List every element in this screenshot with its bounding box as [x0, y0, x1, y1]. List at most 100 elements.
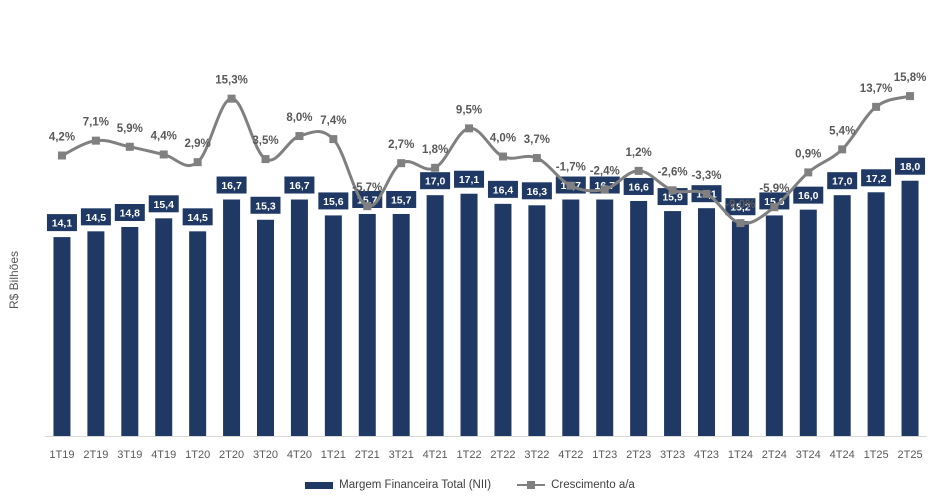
legend-label-growth: Crescimento a/a [551, 479, 635, 491]
growth-value-label: 13,7% [860, 83, 893, 95]
bar-2T21 [358, 213, 376, 436]
y-axis-title-text: R$ Bilhões [7, 250, 21, 310]
bar-4T23 [698, 208, 715, 436]
growth-value-label: 7,1% [83, 117, 109, 129]
legend-item-growth: Crescimento a/a [517, 479, 635, 491]
bar-4T19 [155, 218, 173, 436]
bar-value-label: 15,3 [255, 200, 276, 212]
growth-value-label: 0,9% [795, 148, 821, 160]
bar-2T24 [765, 215, 783, 436]
x-tick-label: 1T20 [185, 449, 210, 461]
bar-label-box-2T23 [623, 177, 654, 195]
bar-value-label: 17,1 [459, 174, 480, 186]
growth-value-label: 1,2% [626, 147, 652, 159]
x-tick-label: 3T20 [253, 449, 278, 461]
growth-value-label: 15,8% [894, 72, 927, 84]
growth-marker-3T22 [532, 154, 541, 163]
x-tick-label: 3T22 [524, 449, 549, 461]
bar-2T19 [87, 231, 105, 436]
bar-value-label: 17,0 [832, 176, 853, 188]
bar-value-label: 14,5 [187, 212, 208, 224]
bar-label-box-2T19 [80, 208, 111, 226]
bar-label-box-1T25 [861, 169, 892, 187]
growth-value-label: 7,4% [320, 115, 346, 127]
x-tick-label: 1T25 [864, 449, 889, 461]
growth-value-label: -9,0% [725, 199, 755, 211]
x-tick-label: 2T23 [626, 449, 651, 461]
legend-label-nii: Margem Financeira Total (NII) [339, 479, 492, 491]
x-tick-label: 2T21 [355, 449, 380, 461]
bar-value-label: 15,2 [730, 202, 751, 214]
x-tick-label: 1T19 [49, 449, 74, 461]
growth-value-label: -2,6% [658, 166, 688, 178]
growth-marker-2T24 [770, 203, 779, 212]
x-tick-label: 1T23 [592, 449, 617, 461]
bar-4T21 [426, 195, 444, 436]
bar-1T22 [460, 193, 478, 436]
growth-marker-4T23 [702, 189, 711, 198]
bar-4T24 [833, 195, 851, 436]
legend-bar-swatch [305, 481, 334, 489]
bar-label-box-1T22 [454, 170, 485, 188]
bar-1T24 [731, 221, 749, 436]
growth-marker-1T23 [600, 185, 609, 194]
x-tick-label: 1T22 [456, 449, 481, 461]
growth-value-label: 15,3% [215, 75, 248, 87]
growth-marker-2T25 [906, 92, 915, 101]
bar-value-label: 16,0 [798, 190, 819, 202]
growth-value-label: -3,3% [691, 170, 721, 182]
growth-marker-3T20 [261, 155, 270, 164]
growth-marker-2T20 [227, 94, 236, 103]
bar-label-box-3T19 [114, 203, 145, 221]
growth-marker-4T24 [838, 145, 847, 154]
bar-value-label: 18,0 [900, 161, 921, 173]
x-tick-label: 3T24 [796, 449, 821, 461]
x-tick-label: 2T25 [897, 449, 922, 461]
x-tick-label: 4T24 [830, 449, 855, 461]
growth-value-label: 8,0% [286, 112, 312, 124]
growth-value-label: 9,5% [456, 104, 482, 116]
bar-1T19 [53, 237, 71, 436]
bar-3T22 [528, 205, 546, 436]
growth-marker-4T19 [159, 150, 168, 159]
x-tick-label: 1T24 [728, 449, 753, 461]
growth-value-label: 2,9% [185, 138, 211, 150]
legend: Margem Financeira Total (NII) Cresciment… [0, 476, 940, 494]
bar-label-box-4T21 [420, 172, 451, 190]
bar-3T20 [257, 219, 274, 436]
bar-3T21 [392, 213, 410, 436]
bar-3T19 [121, 226, 139, 436]
growth-value-label: 5,4% [829, 125, 855, 137]
growth-marker-3T19 [125, 142, 134, 151]
growth-marker-2T23 [634, 166, 643, 175]
legend-item-nii: Margem Financeira Total (NII) [305, 479, 491, 491]
bar-label-box-2T25 [895, 157, 926, 175]
bar-value-label: 14,5 [86, 212, 107, 224]
y-axis-title: R$ Bilhões [4, 210, 24, 350]
growth-value-label: -5,9% [759, 183, 789, 195]
growth-marker-2T19 [91, 136, 100, 145]
bar-1T25 [867, 192, 885, 436]
x-tick-label: 3T19 [117, 449, 142, 461]
growth-marker-3T21 [397, 159, 406, 168]
bar-value-label: 16,3 [527, 186, 548, 198]
growth-marker-2T21 [363, 202, 372, 211]
growth-marker-1T20 [193, 158, 202, 167]
growth-marker-1T25 [872, 102, 881, 111]
bar-label-box-3T21 [386, 190, 417, 208]
bar-value-label: 15,6 [764, 196, 785, 208]
bar-value-label: 15,6 [323, 196, 344, 208]
bar-label-box-2T20 [216, 176, 247, 194]
bar-value-label: 15,4 [154, 199, 175, 211]
x-tick-label: 2T19 [83, 449, 108, 461]
growth-marker-1T21 [329, 135, 338, 144]
growth-value-label: 1,8% [422, 144, 448, 156]
bar-3T23 [664, 211, 682, 436]
legend-line-swatch [517, 481, 546, 489]
x-tick-label: 4T20 [287, 449, 312, 461]
bar-value-label: 17,0 [425, 176, 446, 188]
growth-value-label: 3,7% [524, 134, 550, 146]
x-tick-label: 2T24 [762, 449, 787, 461]
bar-value-label: 16,7 [221, 180, 242, 192]
